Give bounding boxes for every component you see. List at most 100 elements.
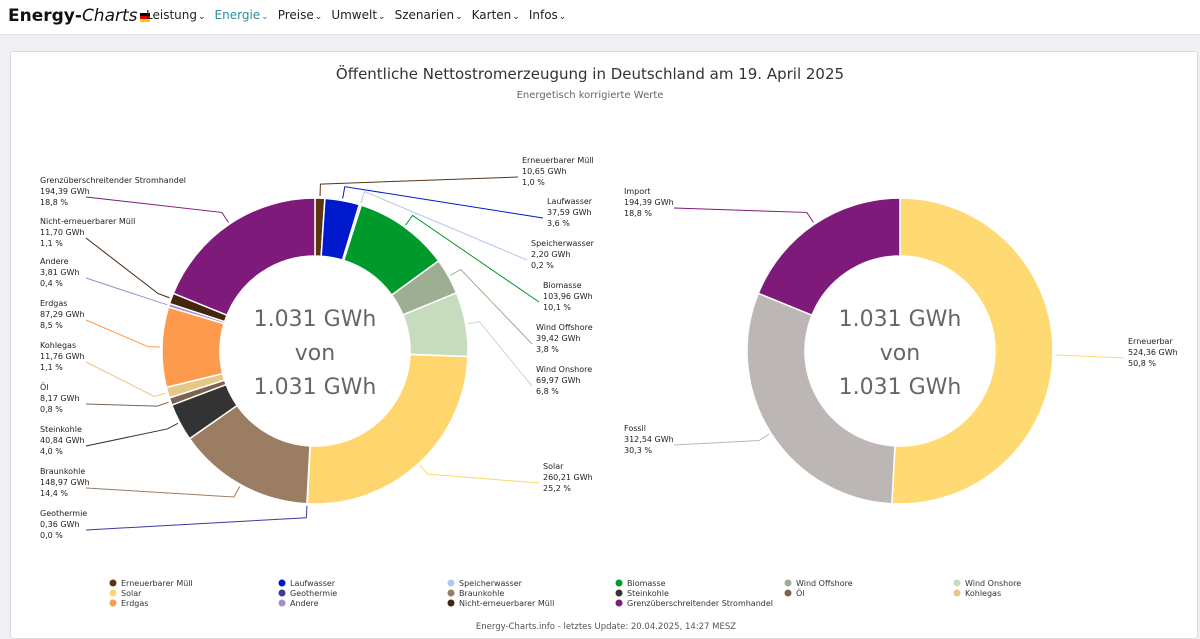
legend-item-andere[interactable]: Andere — [278, 599, 319, 608]
legend-label-laufwasser: Laufwasser — [290, 579, 336, 588]
chevron-down-icon: ⌄ — [512, 12, 520, 22]
data-label-value-grenzueberschreitender-stromhandel: 194,39 GWh — [40, 187, 90, 196]
connector-speicherwasser — [360, 190, 528, 261]
data-label-name-geothermie: Geothermie — [40, 509, 87, 518]
data-label-percent-erneuerbar: 50,8 % — [1128, 359, 1156, 368]
chevron-down-icon: ⌄ — [197, 12, 206, 22]
data-label-value-laufwasser: 37,59 GWh — [547, 208, 592, 217]
navbar: Energy-Charts Leistung⌄ Energie⌄ Preise⌄… — [0, 0, 1200, 35]
legend-item-kohlegas[interactable]: Kohlegas — [953, 589, 1002, 598]
legend-label-wind-onshore: Wind Onshore — [965, 579, 1021, 588]
legend-marker-braunkohle — [447, 589, 455, 597]
legend-item-braunkohle[interactable]: Braunkohle — [447, 589, 505, 598]
data-label-name-solar: Solar — [543, 462, 564, 471]
data-label-percent-solar: 25,2 % — [543, 484, 571, 493]
legend-label-grenzueberschreitender-stromhandel: Grenzüberschreitender Stromhandel — [627, 599, 773, 608]
chart-title: Öffentliche Nettostromerzeugung in Deuts… — [336, 64, 844, 83]
chart-subtitle: Energetisch korrigierte Werte — [517, 90, 664, 101]
legend-marker-steinkohle — [615, 589, 623, 597]
legend-item-solar[interactable]: Solar — [109, 589, 143, 598]
connector-laufwasser — [342, 186, 544, 219]
legend-label-steinkohle: Steinkohle — [627, 589, 669, 598]
data-label-name-nicht-erneuerbarer-muell: Nicht-erneuerbarer Müll — [40, 217, 135, 226]
menu-energie[interactable]: Energie⌄ — [214, 8, 269, 22]
data-label-percent-geothermie: 0,0 % — [40, 531, 63, 540]
connector-import — [673, 207, 814, 223]
legend-item-laufwasser[interactable]: Laufwasser — [278, 579, 336, 588]
legend-label-erneuerbarer-muell: Erneuerbarer Müll — [121, 579, 193, 588]
legend-item-wind-onshore[interactable]: Wind Onshore — [953, 579, 1022, 588]
legend-label-braunkohle: Braunkohle — [459, 589, 504, 598]
menu-karten[interactable]: Karten⌄ — [471, 8, 520, 22]
slice-fossil[interactable] — [746, 292, 896, 505]
data-label-value-import: 194,39 GWh — [624, 198, 674, 207]
slice-solar[interactable] — [306, 353, 469, 505]
data-label-name-biomasse: Biomasse — [543, 281, 582, 290]
connector-fossil — [673, 433, 770, 446]
data-label-percent-kohlegas: 1,1 % — [40, 363, 63, 372]
center-text-1: 1.031 GWh — [839, 307, 962, 332]
legend-item-biomasse[interactable]: Biomasse — [615, 579, 666, 588]
menu-leistung[interactable]: Leistung⌄ — [146, 8, 206, 22]
connector-steinkohle — [85, 422, 179, 447]
connector-andere — [85, 277, 168, 306]
legend-marker-nicht-erneuerbarer-muell — [447, 599, 455, 607]
legend-item-steinkohle[interactable]: Steinkohle — [615, 589, 669, 598]
connector-braunkohle — [85, 486, 241, 498]
legend-label-oel: Öl — [796, 588, 805, 598]
chevron-down-icon: ⌄ — [558, 12, 567, 22]
legend-marker-andere — [278, 599, 286, 607]
data-label-value-wind-onshore: 69,97 GWh — [536, 376, 581, 385]
data-label-value-nicht-erneuerbarer-muell: 11,70 GWh — [40, 228, 85, 237]
chevron-down-icon: ⌄ — [314, 12, 323, 22]
slice-erneuerbar[interactable] — [891, 197, 1054, 505]
center-text-2: von — [880, 341, 920, 366]
data-label-percent-speicherwasser: 0,2 % — [531, 261, 554, 270]
legend-label-andere: Andere — [290, 599, 319, 608]
connector-nicht-erneuerbarer-muell — [85, 237, 170, 299]
legend-marker-wind-onshore — [953, 579, 961, 587]
chart-legend: Erneuerbarer Müll Laufwasser Speicherwasse… — [109, 579, 1022, 608]
menu-szenarien[interactable]: Szenarien⌄ — [394, 8, 463, 22]
data-label-value-braunkohle: 148,97 GWh — [40, 478, 90, 487]
menu-umwelt[interactable]: Umwelt⌄ — [331, 8, 386, 22]
legend-item-oel[interactable]: Öl — [784, 588, 805, 598]
pie-chart-detail: Erneuerbarer Müll 10,65 GWh 1,0 % Laufwasse… — [40, 156, 595, 540]
legend-label-kohlegas: Kohlegas — [965, 589, 1001, 598]
menu-preise[interactable]: Preise⌄ — [277, 8, 323, 22]
brand-logo[interactable]: Energy-Charts — [8, 6, 150, 26]
center-text-3: 1.031 GWh — [254, 375, 377, 400]
data-label-percent-braunkohle: 14,4 % — [40, 489, 68, 498]
legend-label-nicht-erneuerbarer-muell: Nicht-erneuerbarer Müll — [459, 599, 554, 608]
legend-item-geothermie[interactable]: Geothermie — [278, 589, 338, 598]
slice-grenzueberschreitender-stromhandel[interactable] — [172, 197, 316, 317]
data-label-percent-biomasse: 10,1 % — [543, 303, 571, 312]
legend-item-grenzueberschreitender-stromhandel[interactable]: Grenzüberschreitender Stromhandel — [615, 599, 774, 608]
menu-infos[interactable]: Infos⌄ — [528, 8, 567, 22]
legend-marker-laufwasser — [278, 579, 286, 587]
legend-item-speicherwasser[interactable]: Speicherwasser — [447, 579, 523, 588]
legend-item-wind-offshore[interactable]: Wind Offshore — [784, 579, 853, 588]
data-label-percent-steinkohle: 4,0 % — [40, 447, 63, 456]
data-label-percent-oel: 0,8 % — [40, 405, 63, 414]
data-label-percent-andere: 0,4 % — [40, 279, 63, 288]
data-label-percent-laufwasser: 3,6 % — [547, 219, 570, 228]
chart-footer: Energy-Charts.info - letztes Update: 20.… — [476, 622, 736, 632]
legend-item-erneuerbarer-muell[interactable]: Erneuerbarer Müll — [109, 579, 193, 588]
slice-import[interactable] — [757, 197, 901, 317]
center-text-3: 1.031 GWh — [839, 375, 962, 400]
data-label-value-kohlegas: 11,76 GWh — [40, 352, 85, 361]
data-label-name-erneuerbarer-muell: Erneuerbarer Müll — [522, 156, 594, 165]
data-label-value-andere: 3,81 GWh — [40, 268, 80, 277]
data-label-name-speicherwasser: Speicherwasser — [531, 239, 595, 248]
legend-label-wind-offshore: Wind Offshore — [796, 579, 853, 588]
center-text-1: 1.031 GWh — [254, 307, 377, 332]
legend-marker-kohlegas — [953, 589, 961, 597]
data-label-percent-grenzueberschreitender-stromhandel: 18,8 % — [40, 198, 68, 207]
data-label-percent-fossil: 30,3 % — [624, 446, 652, 455]
data-label-name-erneuerbar: Erneuerbar — [1128, 337, 1173, 346]
legend-item-nicht-erneuerbarer-muell[interactable]: Nicht-erneuerbarer Müll — [447, 599, 555, 608]
german-flag-icon — [139, 13, 150, 22]
legend-item-erdgas[interactable]: Erdgas — [109, 599, 149, 608]
